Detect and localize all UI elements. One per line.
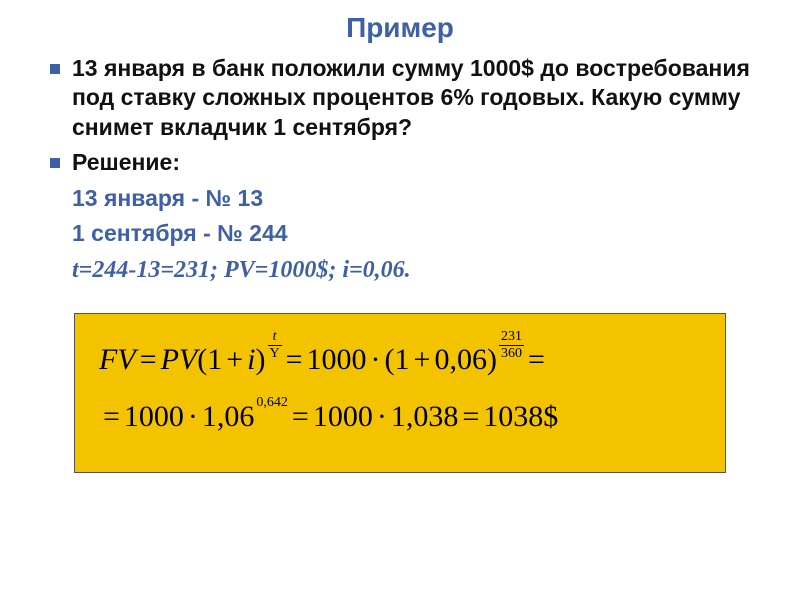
formula-box: FV = PV (1 + i ) t Y = 1000 · (1 + 0,06 … — [74, 313, 726, 473]
value-1038f: 1,038 — [391, 391, 459, 442]
exponent-fraction-1: t Y — [268, 330, 282, 362]
exp-den: 360 — [499, 347, 524, 362]
value-1000: 1000 — [124, 391, 184, 442]
rparen-1: ) — [256, 334, 266, 385]
equals-sign: = — [136, 334, 161, 385]
exponent-value: 0,642 — [256, 391, 288, 415]
value-006: 0,06 — [434, 334, 487, 385]
fv-var: FV — [99, 334, 136, 385]
slide: Пример 13 января в банк положили сумму 1… — [0, 0, 800, 600]
value-106: 1,06 — [202, 391, 255, 442]
rparen-2: ) — [487, 334, 497, 385]
lparen-1: (1 — [197, 334, 222, 385]
formula-row-1: FV = PV (1 + i ) t Y = 1000 · (1 + 0,06 … — [99, 334, 705, 385]
exponent-fraction-2: 231 360 — [499, 330, 524, 362]
plus-sign: + — [410, 334, 435, 385]
equals-sign: = — [282, 334, 307, 385]
mult-sign: · — [367, 334, 385, 385]
exp-den: Y — [268, 347, 282, 362]
result-value: 1038$ — [483, 391, 558, 442]
value-1000: 1000 — [313, 391, 373, 442]
content-list: 13 января в банк положили сумму 1000$ до… — [44, 54, 756, 285]
pv-var: PV — [161, 334, 198, 385]
exp-num: 231 — [499, 330, 524, 345]
slide-title: Пример — [44, 12, 756, 44]
i-var: i — [247, 334, 255, 385]
date-line-2: 1 сентября - № 244 — [44, 219, 756, 248]
exp-num: t — [271, 330, 279, 345]
given-values: t=244-13=231; PV=1000$; i=0,06. — [44, 255, 756, 286]
mult-sign: · — [373, 391, 391, 442]
plus-sign: + — [222, 334, 247, 385]
equals-sign: = — [99, 391, 124, 442]
date-line-1: 13 января - № 13 — [44, 184, 756, 213]
equals-sign: = — [288, 391, 313, 442]
lparen-2: (1 — [385, 334, 410, 385]
equals-sign: = — [458, 391, 483, 442]
equals-sign: = — [524, 334, 549, 385]
problem-text: 13 января в банк положили сумму 1000$ до… — [44, 54, 756, 142]
solution-label: Решение: — [44, 148, 756, 177]
mult-sign: · — [184, 391, 202, 442]
value-1000: 1000 — [307, 334, 367, 385]
formula-row-2: = 1000 · 1,06 0,642 = 1000 · 1,038 = 103… — [99, 391, 705, 442]
